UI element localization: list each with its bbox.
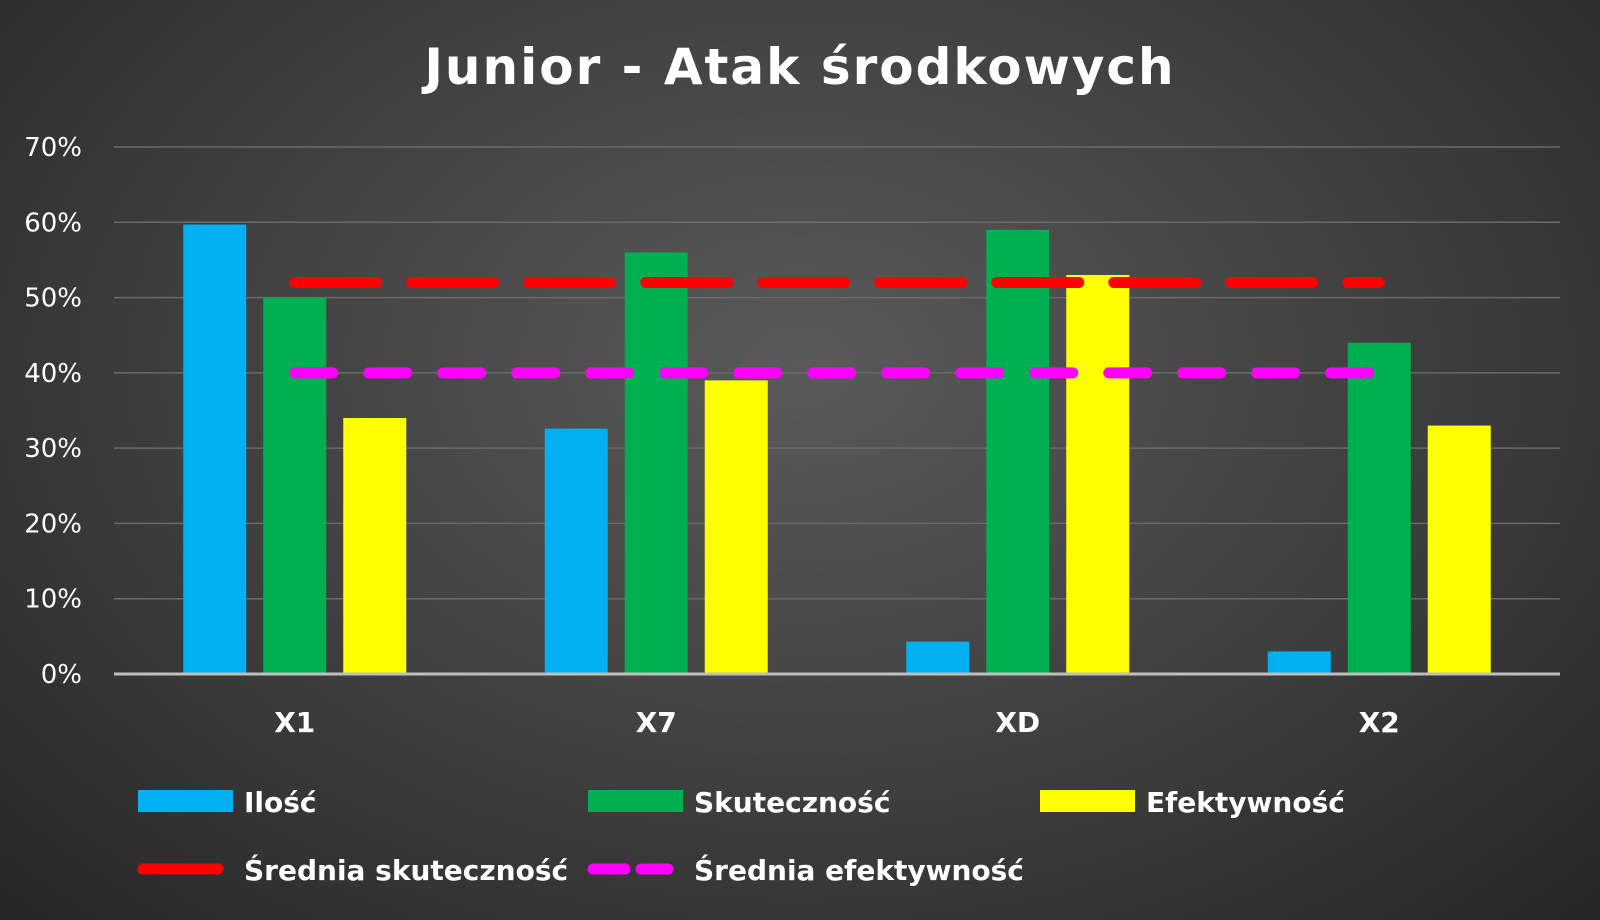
y-tick-label: 10% — [24, 585, 82, 615]
y-tick-label: 50% — [24, 284, 82, 314]
y-tick-label: 0% — [41, 660, 82, 690]
legend-label: Skuteczność — [694, 786, 890, 819]
legend-label: Ilość — [244, 786, 317, 819]
y-axis-ticks: 0% 10% 20% 30% 40% 50% 60% 70% — [24, 133, 82, 690]
bar-X2-1 — [1267, 651, 1331, 674]
y-tick-label: 30% — [24, 434, 82, 464]
category-label: XD — [995, 706, 1040, 739]
legend-swatch — [138, 790, 233, 812]
legend-label: Średnia skuteczność — [244, 853, 568, 887]
bar-XD-3 — [1066, 274, 1130, 674]
chart-title: Junior - Atak środkowych — [421, 38, 1175, 96]
legend-swatch — [1040, 790, 1135, 812]
reference-lines — [289, 277, 1385, 379]
bar-X7-3 — [704, 380, 768, 674]
bar-X1-2 — [263, 297, 327, 674]
bar-XD-2 — [986, 229, 1050, 675]
category-label: X2 — [1359, 706, 1400, 739]
bar-X7-1 — [544, 428, 608, 674]
bar-XD-1 — [906, 641, 970, 674]
legend-label: Efektywność — [1146, 786, 1345, 819]
bar-X1-1 — [183, 224, 247, 674]
y-tick-label: 60% — [24, 208, 82, 238]
bars — [183, 224, 1491, 675]
y-tick-label: 20% — [24, 509, 82, 539]
bar-X2-2 — [1347, 342, 1411, 674]
category-label: X7 — [636, 706, 677, 739]
category-labels: X1 X7 XD X2 — [274, 706, 1400, 739]
legend-label: Średnia efektywność — [694, 853, 1024, 887]
bar-X1-3 — [343, 418, 407, 674]
legend-swatch — [588, 790, 683, 812]
bar-X2-3 — [1427, 425, 1491, 674]
category-label: X1 — [274, 706, 315, 739]
legend: Ilość Skuteczność Efektywność Średnia skute… — [137, 786, 1345, 887]
bar-X7-2 — [624, 252, 688, 674]
y-tick-label: 70% — [24, 133, 82, 163]
y-tick-label: 40% — [24, 359, 82, 389]
